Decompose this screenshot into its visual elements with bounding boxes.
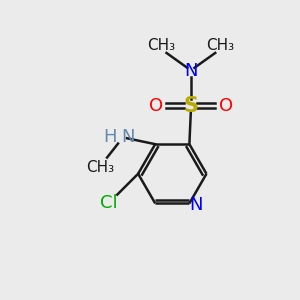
Text: N: N <box>121 128 134 146</box>
Text: O: O <box>219 97 233 115</box>
Text: Cl: Cl <box>100 194 117 212</box>
Text: O: O <box>149 97 163 115</box>
Text: N: N <box>189 196 203 214</box>
Text: CH₃: CH₃ <box>86 160 114 175</box>
Text: CH₃: CH₃ <box>206 38 235 53</box>
Text: CH₃: CH₃ <box>147 38 175 53</box>
Text: N: N <box>184 62 198 80</box>
Text: S: S <box>183 95 198 116</box>
Text: H: H <box>103 128 117 146</box>
